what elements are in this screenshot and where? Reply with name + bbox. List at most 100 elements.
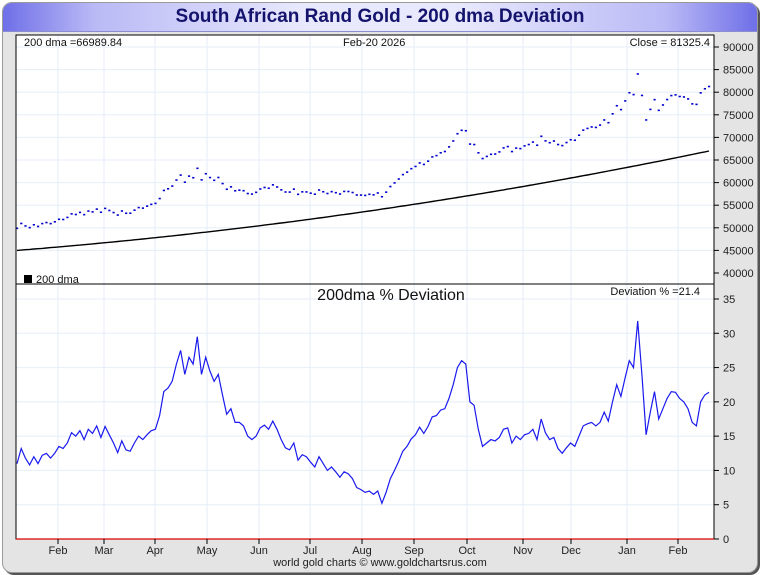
y-tick-label: 0 [723, 534, 729, 546]
price-point [670, 94, 673, 97]
x-tick-label: Oct [458, 545, 475, 557]
price-point [234, 189, 237, 192]
price-point [691, 103, 694, 105]
x-tick-label: Apr [146, 545, 163, 557]
price-point [296, 193, 300, 196]
price-point [498, 151, 501, 153]
price-point [221, 182, 224, 185]
price-point [255, 191, 258, 194]
price-point [213, 179, 216, 182]
y-tick-label: 5 [723, 500, 729, 512]
price-point [204, 172, 207, 175]
y-tick-label: 10 [723, 465, 735, 477]
price-point [175, 179, 178, 181]
price-point [347, 190, 350, 193]
price-point [431, 156, 434, 158]
y-tick-label: 40000 [723, 268, 754, 280]
price-point [359, 194, 363, 196]
y-tick-label: 70000 [723, 132, 754, 144]
price-point [330, 190, 333, 193]
price-point [200, 179, 203, 181]
price-point [166, 188, 170, 190]
price-point [87, 210, 90, 212]
price-point [506, 145, 509, 148]
x-tick-label: Jun [250, 545, 268, 557]
price-point [364, 194, 367, 197]
price-point [695, 103, 698, 106]
price-point [108, 209, 111, 212]
price-point [162, 189, 165, 192]
price-point [334, 191, 337, 194]
price-point [322, 190, 325, 193]
deviation-value-label: Deviation % =21.4 [610, 286, 700, 298]
price-point [464, 129, 467, 132]
y-tick-label: 90000 [723, 42, 754, 54]
price-point [301, 191, 304, 193]
price-point [544, 140, 547, 142]
price-point [682, 96, 686, 98]
dma-layer [16, 150, 710, 252]
price-point [615, 104, 618, 107]
price-point [489, 153, 493, 156]
price-point [263, 186, 266, 189]
price-point [452, 140, 455, 142]
price-point [552, 140, 556, 142]
price-point [238, 189, 241, 191]
price-point [598, 124, 602, 126]
dma-line [16, 150, 710, 252]
price-point [267, 187, 270, 190]
price-point [590, 126, 593, 128]
y-tick-label: 15 [723, 431, 735, 443]
price-point [703, 87, 707, 90]
price-point [406, 171, 409, 173]
price-point [586, 127, 589, 130]
price-point [540, 135, 543, 138]
price-point [62, 218, 65, 221]
price-point [389, 185, 392, 188]
y-tick-label: 65000 [723, 155, 754, 167]
price-point [632, 93, 635, 96]
price-point [125, 212, 128, 215]
price-point [687, 98, 690, 100]
price-dots [16, 73, 711, 230]
price-point [171, 185, 174, 187]
price-point [24, 225, 27, 227]
footer-credit: world gold charts © www.goldchartsrus.co… [273, 557, 487, 569]
price-point [372, 194, 375, 196]
price-point [481, 157, 484, 160]
price-point [74, 213, 77, 216]
price-point [502, 147, 505, 149]
price-point [393, 182, 396, 184]
price-point [548, 141, 551, 144]
price-point [112, 211, 115, 214]
price-point [158, 197, 161, 200]
price-point [678, 95, 681, 98]
price-point [636, 73, 639, 75]
price-point [640, 94, 644, 97]
y-tick-label: 50000 [723, 223, 754, 235]
price-point [91, 211, 94, 213]
price-point [477, 152, 480, 154]
price-point [196, 167, 199, 170]
price-point [619, 108, 623, 111]
legend-label-dma: 200 dma [36, 274, 80, 286]
price-point [49, 222, 52, 225]
price-point [422, 163, 426, 166]
price-point [280, 189, 283, 191]
price-point [229, 186, 233, 188]
price-point [179, 174, 182, 176]
price-point [594, 126, 597, 129]
price-point [531, 141, 535, 143]
price-point [699, 92, 702, 94]
price-point [515, 147, 518, 149]
price-point [313, 193, 316, 195]
price-point [351, 191, 354, 194]
price-point [485, 155, 488, 158]
price-point [246, 192, 249, 195]
x-tick-label: Dec [561, 545, 581, 557]
price-point [276, 186, 279, 188]
price-point [577, 134, 581, 137]
price-point [607, 121, 610, 124]
price-point [53, 220, 56, 223]
price-point [57, 218, 61, 221]
